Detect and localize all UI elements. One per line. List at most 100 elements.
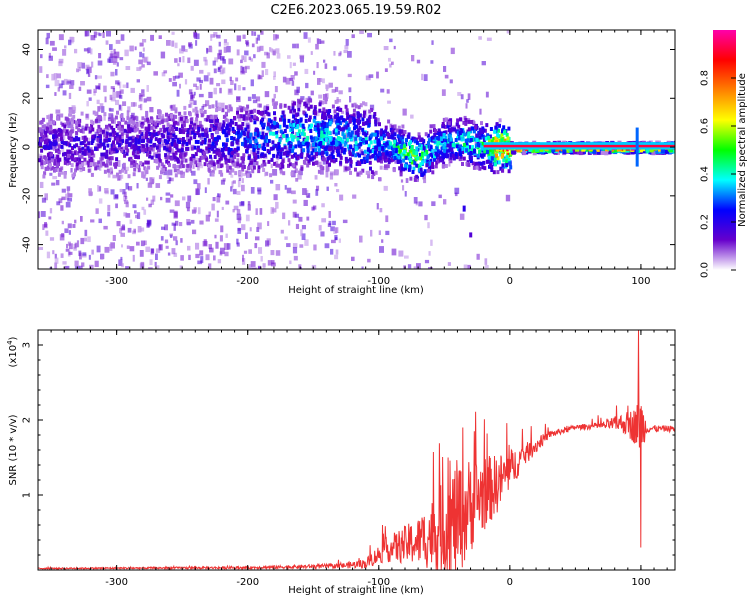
heat-cell xyxy=(136,134,140,139)
heat-cell xyxy=(190,121,193,126)
heat-speckle xyxy=(275,250,281,256)
heat-cell xyxy=(505,133,509,137)
heat-speckle xyxy=(243,56,247,63)
heat-cell xyxy=(40,120,44,124)
heat-cell xyxy=(211,104,215,109)
heat-cell xyxy=(52,120,56,125)
heat-cell xyxy=(228,165,232,170)
heat-cell xyxy=(222,123,226,128)
heat-cell xyxy=(53,161,57,166)
heat-speckle xyxy=(261,70,264,77)
heat-speckle xyxy=(476,253,480,260)
heat-cell xyxy=(414,157,418,162)
heat-speckle xyxy=(46,74,49,79)
heat-cell xyxy=(92,110,96,115)
heat-speckle xyxy=(61,220,64,225)
heat-cell xyxy=(417,135,421,140)
heat-cell xyxy=(217,148,221,153)
heat-cell xyxy=(344,104,348,109)
heat-cell xyxy=(262,125,265,130)
heat-speckle xyxy=(197,207,201,215)
heat-speckle xyxy=(410,114,414,119)
heat-cell xyxy=(309,129,313,133)
heat-cell xyxy=(596,150,601,155)
heat-cell xyxy=(332,159,336,164)
heat-cell xyxy=(129,163,133,168)
heat-speckle xyxy=(166,142,171,150)
heat-cell xyxy=(236,138,240,142)
heat-cell xyxy=(132,121,136,126)
heat-speckle xyxy=(340,110,345,114)
heat-cell xyxy=(436,157,440,162)
heat-cell xyxy=(337,146,340,151)
heat-cell xyxy=(246,131,250,136)
heat-cell xyxy=(346,112,350,117)
heat-cell xyxy=(335,120,339,125)
heat-speckle xyxy=(74,260,79,267)
heat-speckle xyxy=(297,174,302,180)
heat-cell xyxy=(349,163,353,168)
heat-speckle xyxy=(145,110,149,118)
heat-cell xyxy=(387,145,391,150)
heat-cell xyxy=(252,136,256,141)
heat-cell xyxy=(166,131,170,136)
heat-cell xyxy=(141,116,145,121)
heat-cell xyxy=(94,146,97,151)
heat-cell xyxy=(313,138,317,143)
heat-speckle xyxy=(67,193,73,198)
heat-speckle xyxy=(223,39,228,43)
heat-cell xyxy=(178,111,182,116)
heat-cell xyxy=(106,126,110,131)
heat-cell xyxy=(418,152,422,157)
heat-cell xyxy=(367,120,371,125)
heat-speckle xyxy=(292,247,298,254)
heat-cell xyxy=(68,135,71,140)
heat-speckle xyxy=(120,34,125,41)
heat-cell xyxy=(184,158,188,163)
heat-speckle xyxy=(67,197,73,202)
heat-cell xyxy=(292,123,296,128)
heat-cell xyxy=(40,148,44,153)
heat-speckle xyxy=(259,146,264,150)
heat-cell xyxy=(231,168,235,173)
heat-cell xyxy=(501,129,504,134)
heat-speckle xyxy=(257,189,262,195)
heat-cell xyxy=(399,136,403,141)
heat-speckle xyxy=(304,68,309,75)
heat-speckle xyxy=(317,78,321,85)
heat-cell xyxy=(147,126,151,131)
heat-cell xyxy=(62,152,65,157)
heat-speckle xyxy=(133,228,137,233)
heat-speckle xyxy=(226,155,230,160)
heat-cell xyxy=(377,158,380,163)
heat-speckle xyxy=(121,244,124,248)
heat-cell xyxy=(328,136,332,140)
heat-cell xyxy=(252,165,256,170)
heat-cell xyxy=(213,144,217,149)
heat-speckle xyxy=(161,114,165,119)
heat-cell xyxy=(321,145,325,150)
heat-speckle xyxy=(116,62,119,67)
heat-speckle xyxy=(338,90,343,95)
heat-cell xyxy=(339,155,343,160)
heat-speckle xyxy=(273,34,278,41)
heat-speckle xyxy=(261,61,266,68)
heat-cell xyxy=(303,101,307,106)
heat-speckle xyxy=(184,79,188,85)
heat-cell xyxy=(404,155,408,160)
heat-cell xyxy=(65,129,69,134)
heat-speckle xyxy=(146,61,151,66)
heat-speckle xyxy=(250,79,254,87)
heat-speckle xyxy=(210,157,213,163)
heat-cell xyxy=(231,126,235,131)
heat-cell xyxy=(307,154,311,159)
heat-cell xyxy=(78,157,82,162)
heat-cell xyxy=(261,131,265,136)
heat-cell xyxy=(354,137,358,141)
heat-speckle xyxy=(336,189,340,193)
heat-speckle xyxy=(78,86,82,92)
heat-speckle xyxy=(197,260,203,265)
heat-cell xyxy=(300,166,304,171)
heat-speckle xyxy=(98,186,102,192)
heat-cell xyxy=(262,135,266,140)
